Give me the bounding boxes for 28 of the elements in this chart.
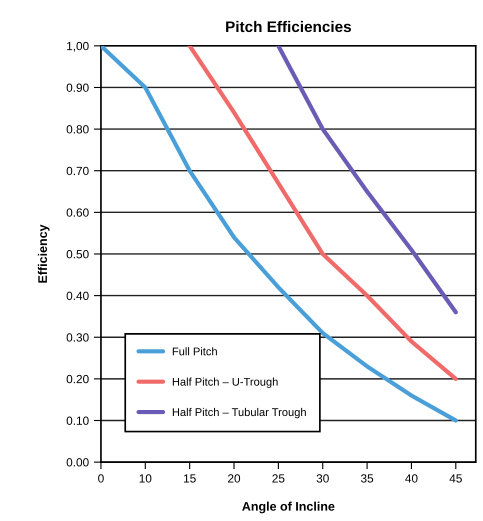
x-tick-label: 0 — [98, 474, 104, 483]
line-series — [100, 46, 458, 423]
y-tick-label: 1,00 — [67, 42, 89, 52]
y-tick-label: 0.30 — [66, 333, 89, 342]
legend-label: Full Pitch — [172, 347, 217, 356]
x-tick-label: 20 — [228, 474, 240, 483]
x-tick-label: 25 — [272, 474, 284, 483]
y-tick-label: 0.00 — [66, 458, 89, 467]
y-tick-label: 0.40 — [66, 292, 89, 300]
y-tick-label: 0.70 — [66, 166, 89, 176]
line-series — [276, 46, 458, 314]
y-tick-label: 0.20 — [66, 374, 89, 384]
y-tick-label: 0.80 — [66, 125, 89, 134]
legend-label: Half Pitch – U-Trough — [172, 378, 278, 388]
y-axis-title: Efficiency — [38, 224, 50, 283]
x-tick-label: 10 — [140, 474, 152, 483]
y-tick-label: 0.60 — [66, 208, 89, 217]
x-tick-label: 35 — [360, 474, 374, 483]
legend-label: Half Pitch – Tubular Trough — [172, 408, 306, 418]
y-tick-label: 0.10 — [66, 416, 89, 425]
x-tick-label: 30 — [316, 474, 329, 483]
chart-title: Pitch Efficiencies — [226, 20, 351, 32]
x-tick-label: 45 — [450, 474, 462, 483]
y-tick-label: 0.50 — [66, 250, 89, 258]
x-tick-label: 15 — [184, 474, 196, 483]
x-tick-label: 40 — [405, 474, 418, 483]
y-tick-label: 0.90 — [66, 84, 89, 92]
x-axis-title: Angle of Incline — [242, 502, 334, 514]
